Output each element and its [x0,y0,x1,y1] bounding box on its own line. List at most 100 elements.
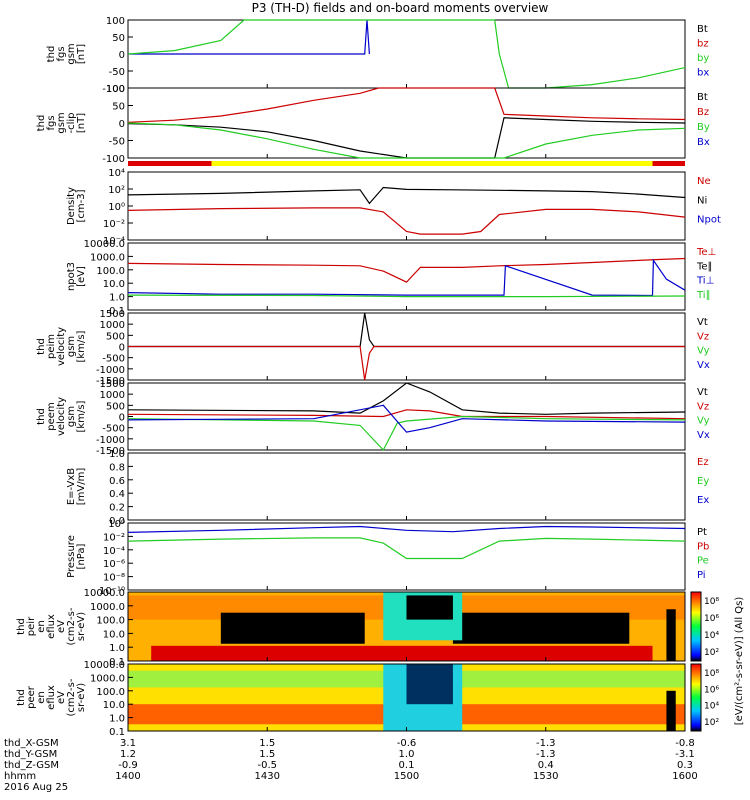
pressure-legend-2: Pe [697,556,709,567]
peem_vel-ytick-label: -1000 [96,435,125,446]
density-legend-1: Ni [697,195,707,206]
temp-legend-3: Ti∥ [696,290,711,301]
pressure-ytick-label: 10⁻⁸ [103,573,125,584]
peem_vel-legend-2: Vy [697,416,710,427]
colorbar-tick-label: 10⁶ [704,614,719,624]
xaxis-row-label: thd_Z-GSM [4,760,59,771]
peem_vel-legend-3: Vx [697,430,710,441]
peir_spec-ylabel: (cm2-s- [66,607,77,645]
peir_spec-ytick-label: 10000.0 [84,588,125,599]
fgs_gsm_clip-legend-0: Bt [697,92,708,103]
fgs_gsm_clip-legend-3: Bx [697,137,710,148]
fgs_gsm_clip-ylabel: thd [36,115,47,132]
temp-frame [127,242,686,311]
panel-density: 10⁴ 10² 10⁰ 10⁻² 10⁻⁴ Density [cm-3] Ne Ni Npot [66,168,721,247]
peer_spec-ytick-label: 0.1 [109,727,125,738]
peir_spec-ylabel: peir [26,616,37,636]
fgs_gsm_clip-series-By [127,122,686,159]
peem_vel-ylabel: thd [36,408,47,425]
pressure-ytick-label: 10⁻² [103,532,125,543]
efield-ylabel: [mV/m] [76,468,87,506]
colorbar-label: [eV/(cm²-s-sr-eV)] (All Qs) [734,597,745,726]
efield-ytick-label: 0.8 [109,462,125,473]
colorbar-peer_spec: 10⁸ 10⁶ 10⁴ 10² [690,663,719,732]
xaxis-row-label: hhmm [4,771,36,782]
fgs_gsm-ylabel: thd [46,46,57,63]
pressure-ytick-label: 10⁻¹⁰ [99,586,125,597]
pressure-ylabel: Pressure [66,535,77,578]
peer_spec-ylabel: peer [26,685,37,709]
peer_spec-spectrogram [128,664,685,731]
peem_vel-ylabel: peem [46,402,57,430]
peem_vel-series-Vy [127,415,686,452]
peim_vel-ylabel: thd [36,338,47,355]
xaxis-value: 3.1 [120,738,136,749]
xaxis-value: -0.9 [118,760,138,771]
xaxis-value: 1400 [115,771,140,782]
temp-legend-0: Te⊥ [696,247,716,258]
efield-ytick-label: 1.0 [109,449,125,460]
peer_spec-ylabel: en [36,691,47,704]
colorbar-tick-label: 10⁴ [704,702,719,712]
fgs_gsm-legend-2: by [697,53,709,64]
colorbar-tick-label: 10² [704,648,719,658]
peir_spec-ylabel: thd [16,618,27,635]
panel-pressure: 10⁰ 10⁻² 10⁻⁴ 10⁻⁶ 10⁻⁸ 10⁻¹⁰ Pressure [nPa] Pt P… [66,519,709,597]
fgs_gsm-ylabel: fgs [56,46,67,61]
pressure-legend-0: Pt [697,527,707,538]
panel-peir_spec: 10000.0 1000.0 100.0 10.0 1.0 0.1 thd peir en efl… [16,588,686,668]
fgs_gsm-ytick-label: -50 [109,67,125,78]
peim_vel-ytick-label: 1500 [100,309,125,320]
colorbar-peir_spec: 10⁸ 10⁶ 10⁴ 10² [690,591,719,662]
pressure-series-Pi [127,525,686,533]
efield-ytick-label: 0.4 [109,489,125,500]
peim_vel-legend-3: Vx [697,360,710,371]
peim_vel-ylabel: peim [46,334,57,359]
density-ytick-label: 10⁰ [108,202,125,213]
peem_vel-ytick-label: -500 [102,424,125,435]
peim_vel-ytick-label: -500 [102,354,125,365]
temp-legend-2: Ti⊥ [696,276,714,287]
xaxis-row-label: thd_Y-GSM [4,749,57,760]
peim_vel-series-Vt [128,312,685,348]
xaxis-value: -0.8 [675,738,695,749]
peer_spec-ylabel: eV [56,691,67,704]
peem_vel-legend-0: Vt [697,387,708,398]
peir_spec-ylabel: eflux [46,614,57,639]
peir_spec-ylabel: en [36,620,47,633]
temp-ytick-label: 1000.0 [90,252,125,263]
temp-series-Te⊥ [127,257,686,283]
fgs_gsm-series-bx [128,19,370,55]
xaxis-value: 1.5 [259,749,275,760]
fgs_gsm-ytick-label: -100 [102,84,125,95]
efield-ytick-label: 0.0 [109,516,125,527]
fgs_gsm_clip-series-Bz [127,87,686,123]
date-label: 2016 Aug 25 [4,782,68,793]
status-bar [128,161,685,166]
peem_vel-legend-1: Vz [697,401,709,412]
fgs_gsm-legend-0: Bt [697,24,708,35]
fgs_gsm-ytick-label: 0 [119,50,125,61]
efield-legend-1: Ey [697,476,709,487]
density-legend-0: Ne [697,176,711,187]
peir_spec-ylabel: eV [56,620,67,633]
pressure-legend-1: Pb [697,541,709,552]
density-ylabel: [cm-3] [76,189,87,222]
peir_spec-ylabel: sr-eV) [76,612,87,641]
fgs_gsm_clip-ytick-label: -100 [102,154,125,165]
xaxis-value: -0.6 [397,738,417,749]
xaxis-value: 0.3 [677,760,693,771]
xaxis-value: -0.5 [257,760,277,771]
peer_spec-ylabel: eflux [46,685,57,710]
xaxis-value: 1.2 [120,749,136,760]
temp-series-Ti⊥ [127,258,686,297]
density-series-Ne [127,207,686,235]
xaxis-value: -3.1 [675,749,695,760]
density-ytick-label: 10⁻⁴ [103,236,125,247]
peir_spec-ytick-label: 10.0 [103,629,125,640]
temp-series-Ti∥ [127,294,686,298]
fgs_gsm_clip-ylabel: gsm [56,112,67,133]
fgs_gsm_clip-ylabel: -clip [66,112,77,133]
chart-title: P3 (TH-D) fields and on-board moments ov… [252,1,549,15]
xaxis-value: -1.3 [536,749,556,760]
